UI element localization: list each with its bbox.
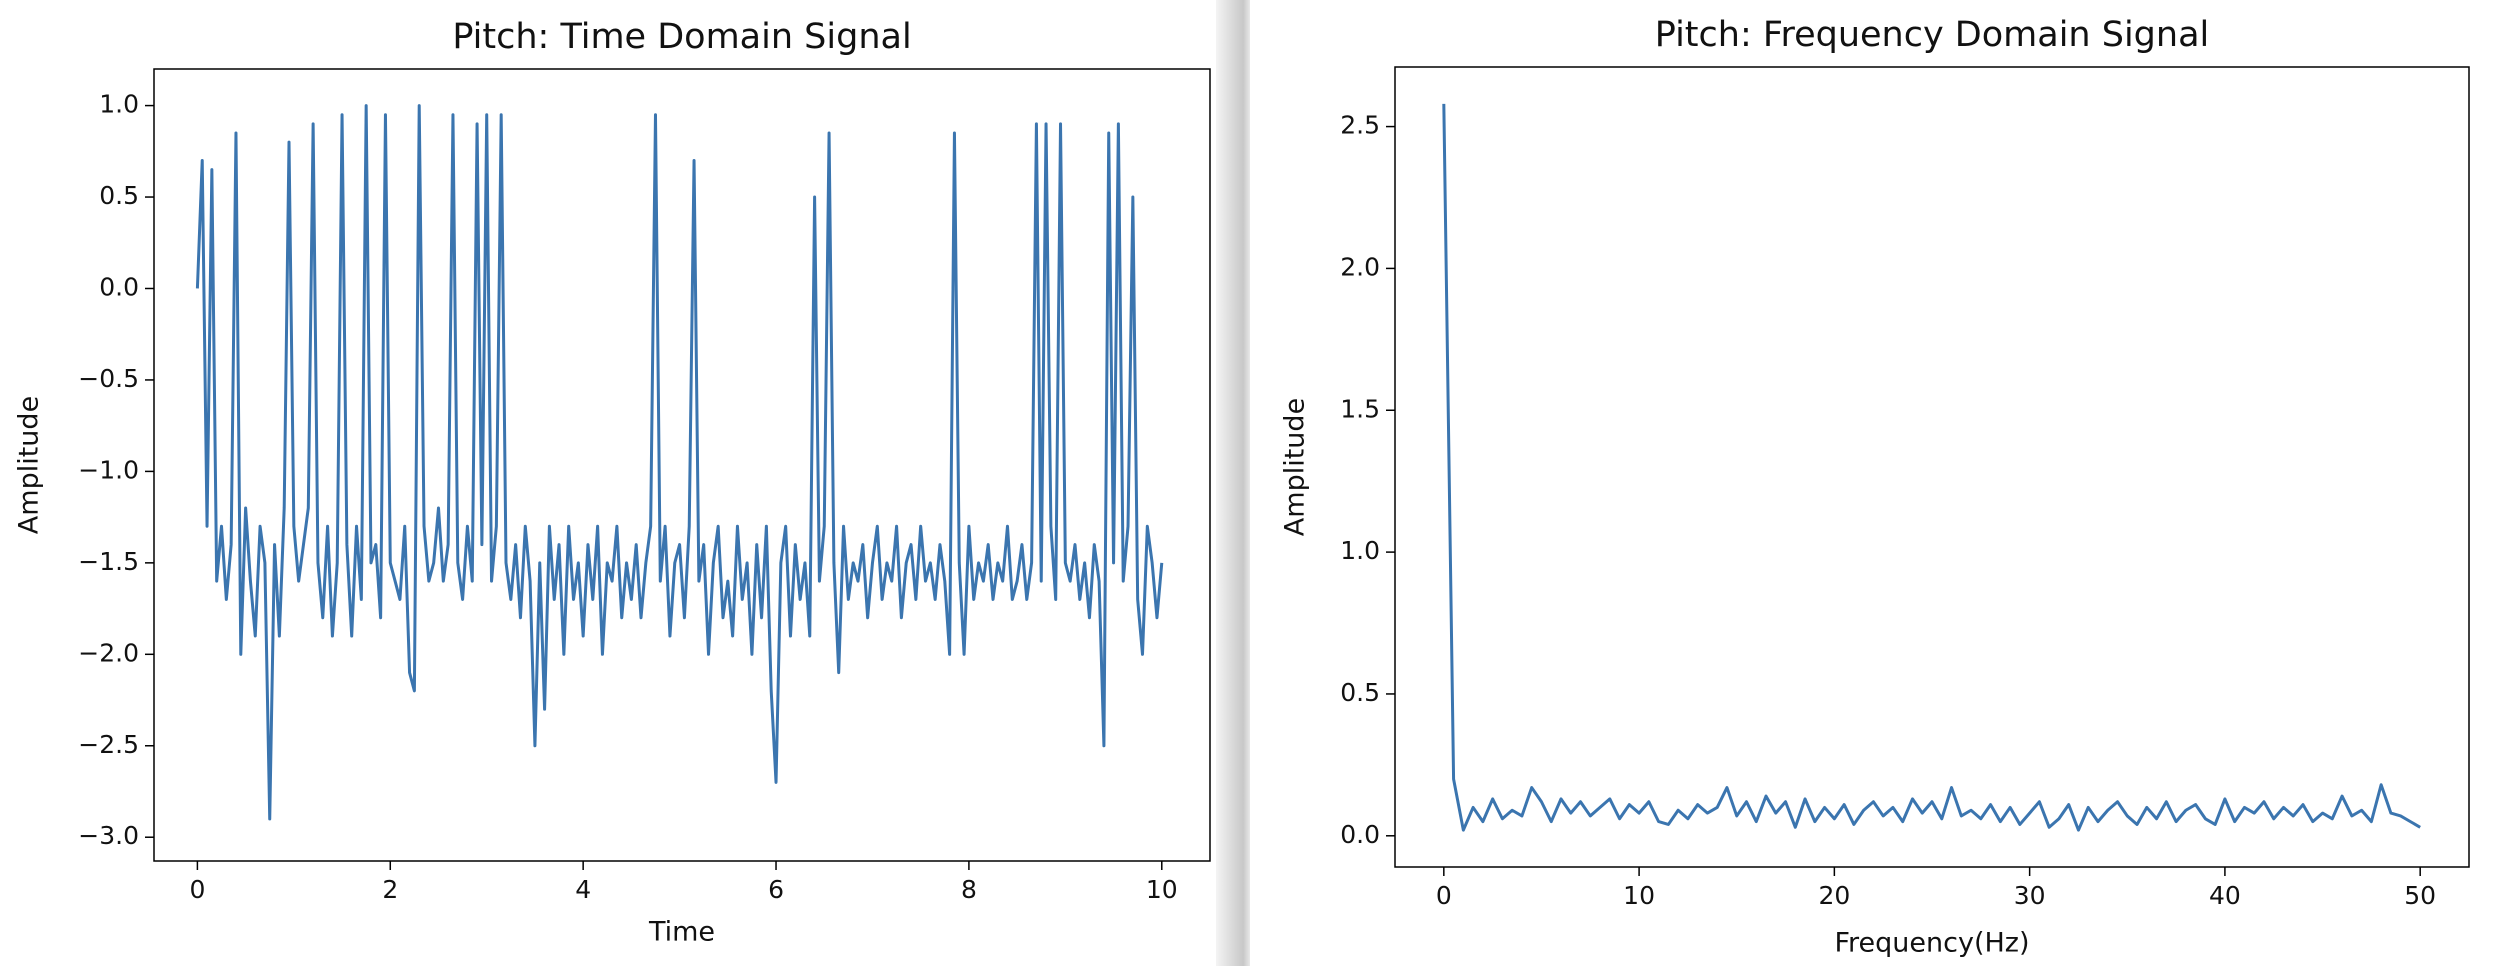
y-tick-label: 1.0	[99, 90, 139, 119]
y-tick-label: 2.5	[1340, 111, 1380, 140]
x-tick-label: 10	[1146, 875, 1178, 904]
y-tick-label: 1.5	[1340, 394, 1380, 423]
x-tick-label: 6	[768, 875, 784, 904]
x-axis-label: Time	[648, 917, 715, 948]
y-tick-label: 2.0	[1340, 252, 1380, 281]
y-tick-label: 0.0	[1340, 820, 1380, 849]
y-axis-label: Amplitude	[14, 396, 45, 534]
y-tick-label: −0.5	[78, 364, 139, 393]
x-tick-label: 2	[382, 875, 398, 904]
y-tick-label: 0.5	[99, 181, 139, 210]
chart-title: Pitch: Time Domain Signal	[452, 17, 911, 57]
x-tick-label: 8	[961, 875, 977, 904]
x-tick-label: 10	[1623, 881, 1655, 910]
x-tick-label: 0	[189, 875, 205, 904]
x-tick-label: 30	[2014, 881, 2046, 910]
y-tick-label: −2.0	[78, 638, 139, 667]
data-line	[195, 104, 1164, 821]
data-line	[1442, 103, 2421, 832]
x-tick-label: 20	[1818, 881, 1850, 910]
x-tick-label: 50	[2404, 881, 2436, 910]
x-tick-label: 4	[575, 875, 591, 904]
y-tick-label: 0.0	[99, 272, 139, 301]
x-tick-label: 0	[1436, 881, 1452, 910]
x-tick-label: 40	[2209, 881, 2241, 910]
y-tick-label: −1.5	[78, 547, 139, 576]
y-tick-label: −1.0	[78, 455, 139, 484]
x-axis-label: Frequency(Hz)	[1834, 928, 2029, 959]
y-tick-label: 0.5	[1340, 678, 1380, 707]
y-tick-label: 1.0	[1340, 536, 1380, 565]
y-tick-label: −3.0	[78, 821, 139, 850]
panel-divider	[1216, 0, 1250, 966]
y-axis-label: Amplitude	[1280, 398, 1311, 536]
plot-area	[1395, 67, 2469, 867]
chart-title: Pitch: Frequency Domain Signal	[1655, 15, 2210, 55]
axes-frame	[1394, 66, 2470, 868]
axes-frame	[153, 68, 1211, 862]
y-tick-label: −2.5	[78, 730, 139, 759]
